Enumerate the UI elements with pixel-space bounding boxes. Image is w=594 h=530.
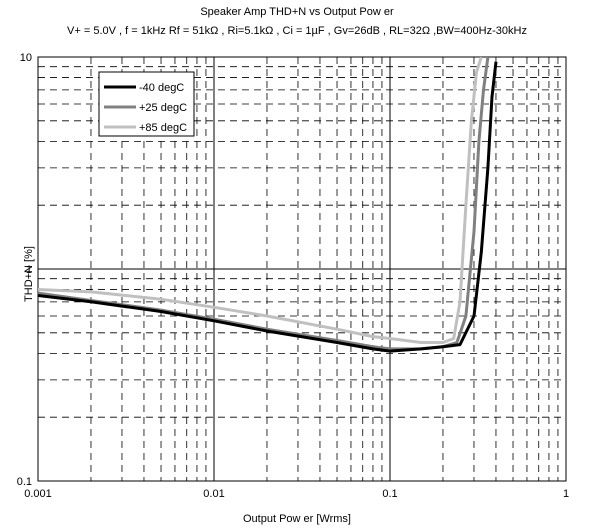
x-tick-label: 0.1 <box>382 488 397 500</box>
legend-label: +25 degC <box>139 102 187 114</box>
y-tick-label: 1 <box>26 264 32 276</box>
x-tick-label: 0.01 <box>203 488 224 500</box>
chart-title: Speaker Amp THD+N vs Output Pow er <box>200 6 394 18</box>
series-line-1 <box>38 61 498 353</box>
legend-box <box>98 71 195 137</box>
y-axis-label: THD+N [%] <box>23 246 35 302</box>
y-tick-label: 10 <box>20 52 32 64</box>
legend-label: -40 degC <box>139 82 184 94</box>
y-tick-label: 0.1 <box>17 476 32 488</box>
legend-label: +85 degC <box>139 122 187 134</box>
x-tick-label: 0.001 <box>24 488 52 500</box>
x-axis-label: Output Pow er [Wrms] <box>243 513 351 525</box>
chart-subtitle: V+ = 5.0V , f = 1kHz Rf = 51kΩ , Ri=5.1k… <box>67 25 527 37</box>
x-tick-label: 1 <box>563 488 569 500</box>
plot-frame <box>37 56 567 482</box>
series-line-3 <box>38 57 483 344</box>
